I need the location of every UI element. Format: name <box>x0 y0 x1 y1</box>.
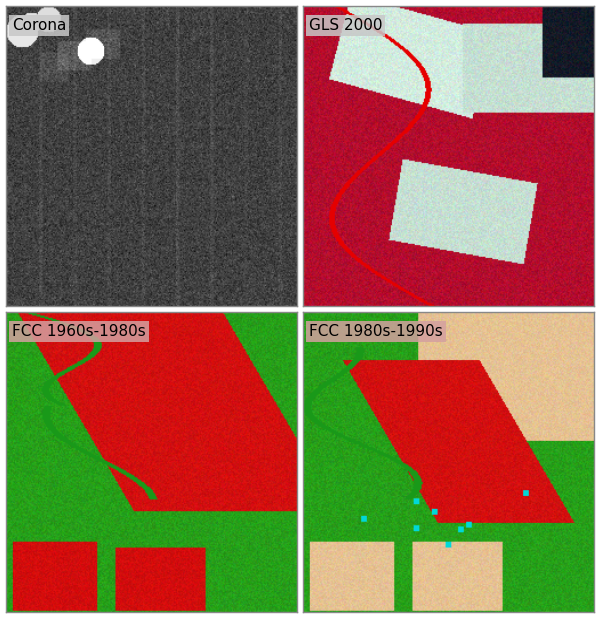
Text: Corona: Corona <box>12 18 66 33</box>
Text: FCC 1960s-1980s: FCC 1960s-1980s <box>12 324 146 339</box>
Text: FCC 1980s-1990s: FCC 1980s-1990s <box>309 324 442 339</box>
Text: GLS 2000: GLS 2000 <box>309 18 382 33</box>
